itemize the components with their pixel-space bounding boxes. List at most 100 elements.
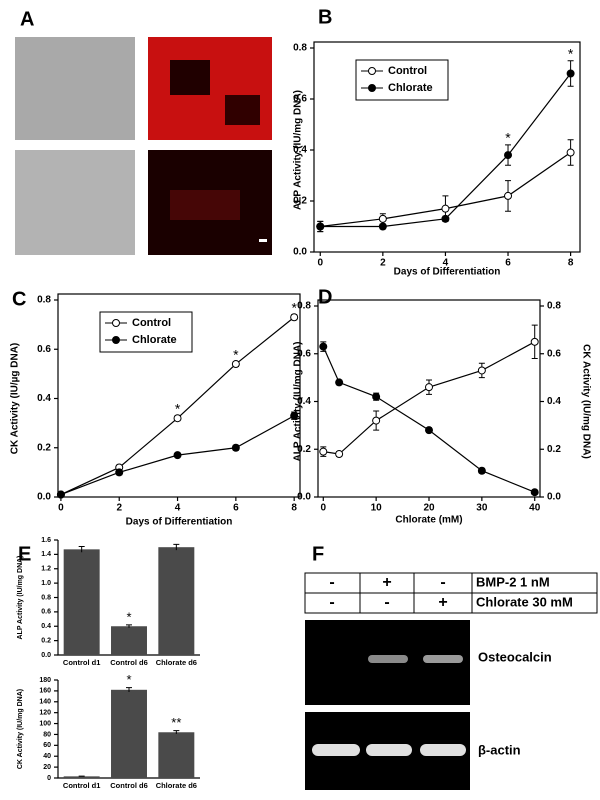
- data-point: [316, 222, 325, 231]
- data-point: [290, 411, 299, 420]
- y-tick-label: 0.6: [37, 344, 51, 355]
- legend-marker: [368, 84, 376, 92]
- x-tick-label: 6: [233, 503, 239, 514]
- table-cell: -: [384, 594, 389, 611]
- data-point: [231, 360, 240, 369]
- legend-box: [99, 311, 193, 353]
- micrograph-detail: [225, 95, 260, 125]
- x-tick-label: 4: [175, 503, 181, 514]
- error-bar: [78, 545, 85, 553]
- data-point: [56, 490, 65, 499]
- data-point: [173, 451, 182, 460]
- micrograph-detail: [170, 190, 240, 220]
- y-tick-label: 40: [43, 753, 51, 760]
- data-point: [319, 447, 328, 456]
- x-tick-label: 0: [321, 503, 327, 514]
- y-tick-label: 0.2: [297, 444, 311, 455]
- y-tick-label: 0.4: [297, 396, 311, 407]
- y-tick-label: 0: [47, 775, 51, 782]
- x-tick-label: Chlorate d6: [156, 781, 197, 790]
- legend-marker: [368, 67, 376, 75]
- legend-box: [355, 59, 449, 101]
- gel-band: [423, 655, 463, 663]
- data-point: [441, 204, 450, 213]
- table-cell: BMP-2 1 nM: [476, 574, 550, 589]
- panel-label: E: [18, 543, 31, 565]
- bar: [111, 626, 147, 655]
- band-label: Osteocalcin: [478, 649, 552, 664]
- annotation: *: [505, 130, 511, 146]
- y-axis-label: CK Activity (IU/µg DNA): [10, 343, 21, 455]
- band-label: β-actin: [478, 742, 521, 757]
- gel-table: - + - BMP-2 1 nM - - + Chlorate 30 mM: [304, 572, 598, 614]
- y-tick-label: 20: [43, 764, 51, 771]
- bar: [158, 547, 195, 655]
- micrograph-detail: [170, 60, 210, 95]
- x-tick-label: 2: [380, 258, 386, 269]
- micrograph: [15, 37, 135, 140]
- table-cell: -: [440, 574, 445, 591]
- gel-band: [420, 744, 466, 756]
- data-point: [530, 488, 539, 497]
- data-point: [378, 222, 387, 231]
- y-tick-label: 140: [39, 699, 51, 706]
- data-point: [372, 416, 381, 425]
- y-tick-label: 0.6: [297, 348, 311, 359]
- y-tick-label: 80: [43, 731, 51, 738]
- y-axis-label: ALP Activity (IU/mg DNA): [293, 341, 304, 461]
- axes: [57, 540, 200, 656]
- data-point: [425, 383, 433, 392]
- table-cell: +: [382, 574, 391, 591]
- data-point: [173, 414, 182, 423]
- annotation: *: [233, 346, 239, 362]
- x-tick-label: 4: [443, 258, 449, 269]
- y-tick-label: 0.0: [547, 492, 561, 503]
- data-point: [566, 69, 575, 78]
- table-cell: -: [329, 594, 334, 611]
- x-tick-label: 8: [291, 503, 297, 514]
- y-tick-label: 0.6: [293, 94, 307, 105]
- legend-marker: [112, 336, 120, 344]
- error-bar: [78, 775, 85, 777]
- y-axis-label: CK Activity (IU/mg DNA): [17, 689, 24, 769]
- data-point: [290, 313, 299, 322]
- y-tick-label: 0.2: [547, 444, 561, 455]
- y-tick-label: 0.4: [41, 623, 51, 630]
- y-tick-label: 60: [43, 742, 51, 749]
- y-tick-label: 160: [39, 688, 51, 695]
- error-bar: [173, 730, 180, 734]
- x-tick-label: Control d1: [63, 781, 101, 790]
- scale-bar: [259, 239, 267, 242]
- x-tick-label: 8: [568, 258, 574, 269]
- annotation: *: [291, 299, 297, 315]
- annotation: *: [126, 609, 131, 624]
- y-tick-label: 1.6: [41, 537, 51, 544]
- plot-frame: [57, 293, 301, 498]
- gel-band: [366, 744, 412, 756]
- series-line: [322, 346, 535, 493]
- y-tick-label: 120: [39, 710, 51, 717]
- panel-label: C: [12, 288, 26, 310]
- x-tick-label: 30: [476, 503, 488, 514]
- y-tick-label: 180: [39, 677, 51, 684]
- plot-frame: [313, 41, 581, 253]
- panel-label: D: [318, 286, 332, 308]
- data-point: [477, 466, 486, 475]
- y-tick-label: 1.2: [41, 566, 51, 573]
- gel-band: [312, 744, 360, 756]
- panel-label: B: [318, 6, 332, 28]
- legend-label: Chlorate: [388, 82, 433, 94]
- legend-label: Chlorate: [132, 334, 177, 346]
- data-point: [504, 191, 513, 200]
- panel-label: F: [312, 543, 324, 565]
- y-tick-label: 0.2: [41, 637, 51, 644]
- annotation: *: [126, 672, 131, 687]
- y-tick-label: 0.6: [41, 609, 51, 616]
- y-tick-label: 0.4: [547, 396, 561, 407]
- y-tick-label: 1.0: [41, 580, 51, 587]
- gel-band: [368, 655, 408, 663]
- data-point: [530, 337, 539, 346]
- legend-label: Control: [132, 317, 171, 329]
- x-tick-label: 2: [116, 503, 122, 514]
